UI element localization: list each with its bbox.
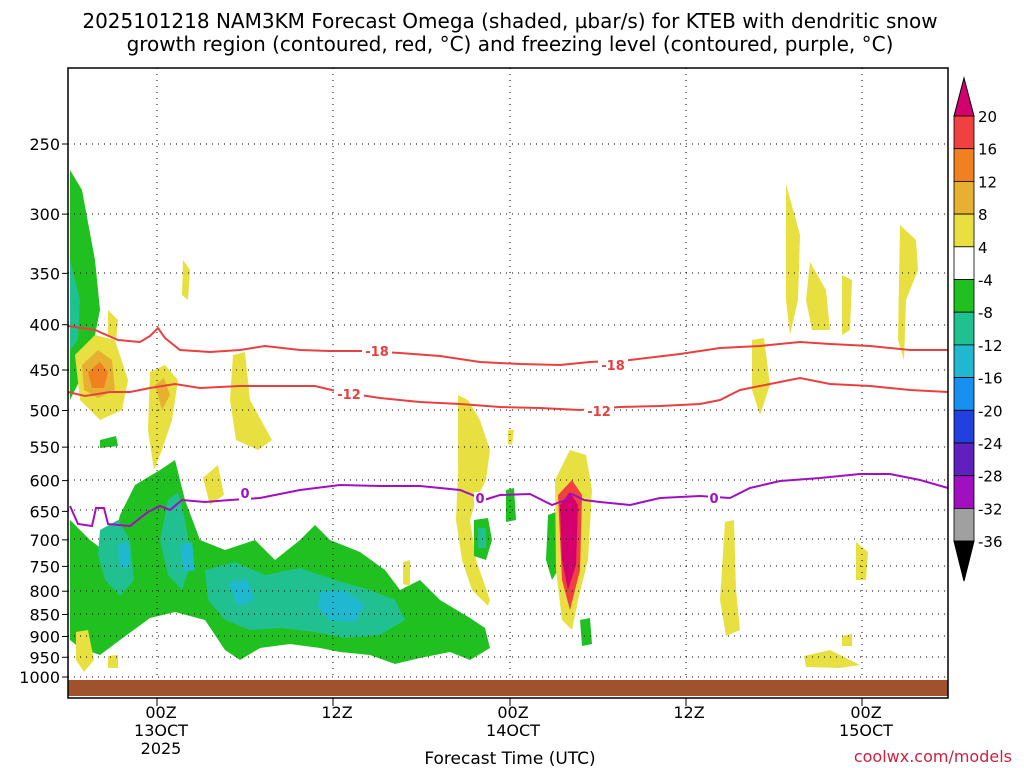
omega-shading bbox=[70, 170, 918, 672]
contour-label-zero-a: 0 bbox=[240, 487, 249, 502]
y-tick-label: 650 bbox=[29, 502, 60, 521]
colorbar-swatch bbox=[953, 279, 975, 313]
colorbar-swatch bbox=[953, 475, 975, 509]
colorbar-label: -24 bbox=[978, 435, 1003, 453]
x-tick-sublabel: 15OCT bbox=[839, 721, 893, 740]
colorbar-label: -16 bbox=[978, 370, 1003, 388]
y-tick-label: 250 bbox=[29, 135, 60, 154]
colorbar: 20 16 12 8 4 -4 -8 -12 -16 -20 -24 -28 -32 -36 bbox=[953, 76, 1003, 582]
x-tick-sublabel: 13OCT bbox=[134, 721, 188, 740]
colorbar-swatch bbox=[953, 442, 975, 477]
colorbar-label: -20 bbox=[978, 402, 1003, 420]
colorbar-top-arrow bbox=[953, 76, 975, 117]
colorbar-swatch bbox=[953, 148, 975, 182]
colorbar-label: -4 bbox=[978, 272, 993, 290]
y-tick-label: 700 bbox=[29, 531, 60, 550]
y-tick-label: 850 bbox=[29, 606, 60, 625]
contour-label-zero-c: 0 bbox=[709, 492, 718, 507]
colorbar-swatch bbox=[953, 507, 975, 542]
y-tick-label: 400 bbox=[29, 316, 60, 335]
contour-minus12 bbox=[67, 376, 949, 412]
y-tick-label: 950 bbox=[29, 648, 60, 667]
y-tick-label: 450 bbox=[29, 361, 60, 380]
x-tick-label: 12Z bbox=[673, 703, 704, 722]
x-tick-year: 2025 bbox=[141, 739, 182, 758]
colorbar-bottom-arrow bbox=[953, 540, 975, 582]
colorbar-label: -28 bbox=[978, 468, 1003, 486]
colorbar-label: -12 bbox=[978, 337, 1003, 355]
contour-label-minus18-b: -18 bbox=[601, 359, 625, 374]
colorbar-swatch bbox=[953, 311, 975, 346]
colorbar-swatch bbox=[953, 246, 975, 280]
y-tick-label: 350 bbox=[29, 264, 60, 283]
y-tick-label: 500 bbox=[29, 402, 60, 421]
colorbar-swatch bbox=[953, 409, 975, 444]
contour-label-zero-b: 0 bbox=[475, 492, 484, 507]
contour-minus18 bbox=[67, 325, 948, 367]
x-tick-sublabel: 14OCT bbox=[486, 721, 540, 740]
y-tick-label: 550 bbox=[29, 438, 60, 457]
y-tick-label: 800 bbox=[29, 582, 60, 601]
contour-zero bbox=[69, 473, 949, 528]
colorbar-label: 16 bbox=[978, 141, 997, 159]
plot-area: -18 -18 -12 -12 0 0 0 bbox=[67, 67, 949, 699]
contour-label-minus12-a: -12 bbox=[337, 388, 361, 403]
x-axis-label: Forecast Time (UTC) bbox=[424, 749, 595, 768]
colorbar-swatch bbox=[953, 180, 975, 215]
y-tick-label: 300 bbox=[29, 205, 60, 224]
chart-title-line2: growth region (contoured, red, °C) and f… bbox=[127, 32, 894, 56]
colorbar-label: 8 bbox=[978, 206, 988, 224]
colorbar-swatch bbox=[953, 115, 975, 150]
time-axis: 00Z 13OCT 2025 12Z 00Z 14OCT 12Z 00Z 15O… bbox=[134, 698, 893, 758]
time-gridlines bbox=[156, 68, 863, 680]
colorbar-swatch bbox=[953, 377, 975, 411]
credit-text: coolwx.com/models bbox=[854, 747, 1012, 766]
chart-title-line1: 2025101218 NAM3KM Forecast Omega (shaded… bbox=[82, 9, 937, 33]
colorbar-label: -32 bbox=[978, 500, 1003, 518]
colorbar-label: 20 bbox=[978, 108, 997, 126]
colorbar-label: 4 bbox=[978, 239, 988, 257]
pressure-axis: 250 300 350 400 450 500 550 600 650 700 750 800 850 9… bbox=[19, 135, 68, 687]
y-tick-label: 750 bbox=[29, 557, 60, 576]
colorbar-label: -8 bbox=[978, 304, 993, 322]
colorbar-label: -36 bbox=[978, 533, 1003, 551]
y-tick-label: 600 bbox=[29, 472, 60, 491]
x-tick-label: 00Z bbox=[145, 703, 176, 722]
contour-label-minus12-b: -12 bbox=[587, 405, 611, 420]
x-tick-label: 00Z bbox=[497, 703, 528, 722]
colorbar-label: 12 bbox=[978, 173, 997, 191]
colorbar-swatch bbox=[953, 213, 975, 248]
y-tick-label: 900 bbox=[29, 627, 60, 646]
colorbar-swatch bbox=[953, 344, 975, 378]
y-tick-label: 1000 bbox=[19, 668, 60, 687]
contour-label-minus18-a: -18 bbox=[365, 345, 389, 360]
x-tick-label: 00Z bbox=[850, 703, 881, 722]
x-tick-label: 12Z bbox=[321, 703, 352, 722]
ground-bar bbox=[68, 680, 948, 696]
